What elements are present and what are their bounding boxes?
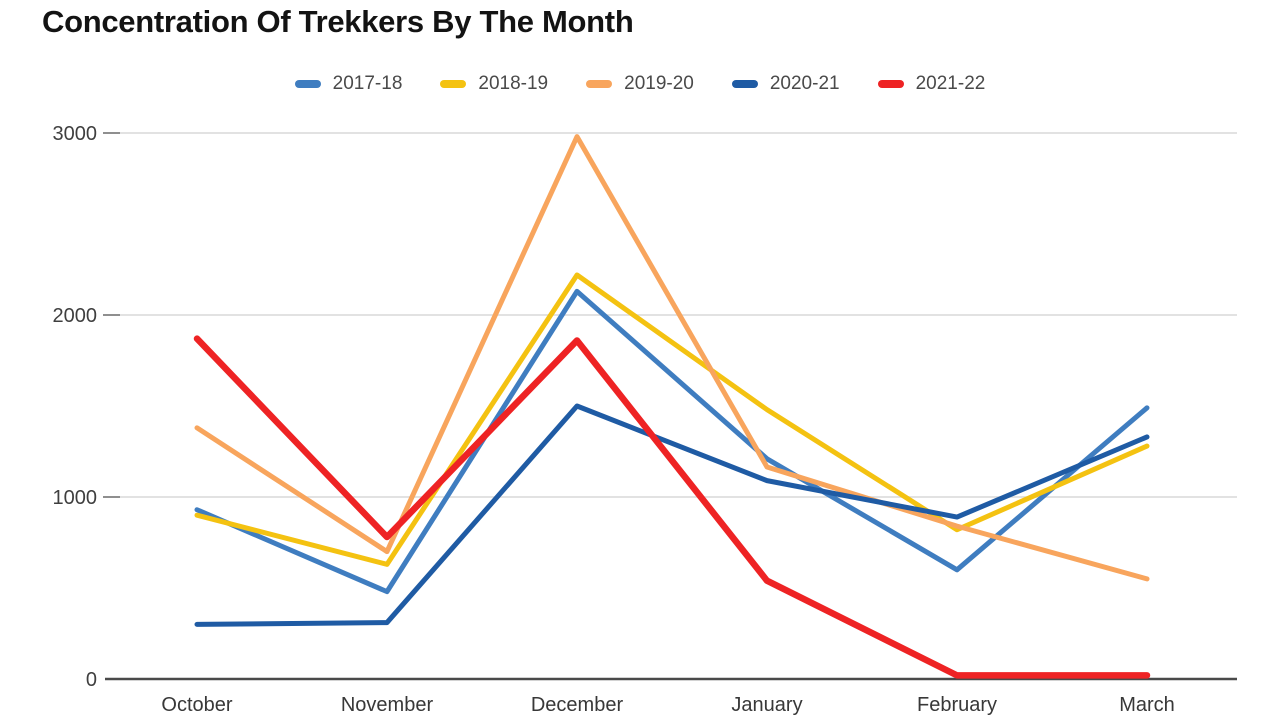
x-tick-label-february: February bbox=[917, 694, 997, 716]
legend-swatch-2018-19 bbox=[440, 80, 467, 88]
legend-swatch-2021-22 bbox=[877, 80, 904, 88]
x-tick-label-january: January bbox=[731, 694, 802, 716]
y-tick-label-2000: 2000 bbox=[53, 305, 98, 327]
legend-item-2020-21[interactable]: 2020-21 bbox=[731, 73, 840, 95]
series-line-2018-19[interactable] bbox=[194, 272, 1150, 567]
legend-item-2018-19[interactable]: 2018-19 bbox=[440, 73, 548, 95]
legend-label-2021-22: 2021-22 bbox=[915, 73, 986, 94]
series-line-2020-21[interactable] bbox=[194, 403, 1150, 627]
legend-item-2021-22[interactable]: 2021-22 bbox=[877, 73, 986, 95]
legend-swatch-2020-21 bbox=[731, 80, 758, 88]
y-tick-label-1000: 1000 bbox=[53, 487, 98, 509]
x-tick-label-december: December bbox=[531, 694, 624, 716]
legend: 2017-18 2018-19 2019-20 2020-21 2021-22 bbox=[0, 73, 1280, 95]
legend-label-2019-20: 2019-20 bbox=[624, 73, 694, 94]
series-line-2021-22[interactable] bbox=[193, 335, 1151, 679]
series-line-2019-20[interactable] bbox=[194, 134, 1150, 582]
chart-title: Concentration Of Trekkers By The Month bbox=[42, 4, 634, 39]
legend-label-2017-18: 2017-18 bbox=[332, 73, 403, 94]
series-line-2017-18[interactable] bbox=[194, 288, 1150, 595]
x-tick-label-november: November bbox=[341, 694, 434, 716]
y-tick-label-0: 0 bbox=[86, 669, 97, 691]
y-tick-label-3000: 3000 bbox=[53, 123, 98, 145]
legend-item-2017-18[interactable]: 2017-18 bbox=[294, 73, 403, 95]
x-tick-label-march: March bbox=[1119, 694, 1175, 716]
legend-label-2018-19: 2018-19 bbox=[478, 73, 549, 94]
legend-swatch-2017-18 bbox=[294, 80, 321, 88]
legend-swatch-2019-20 bbox=[586, 80, 613, 88]
legend-label-2020-21: 2020-21 bbox=[769, 73, 840, 94]
x-tick-label-october: October bbox=[161, 694, 232, 716]
legend-item-2019-20[interactable]: 2019-20 bbox=[586, 73, 694, 95]
